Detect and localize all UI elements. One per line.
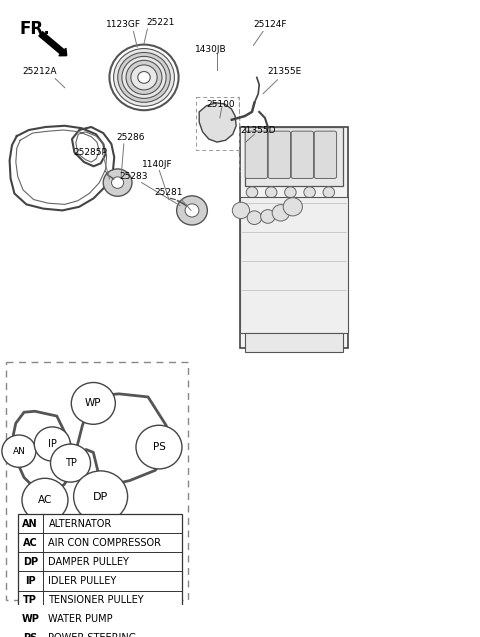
- Bar: [245, 333, 343, 352]
- Circle shape: [50, 444, 91, 482]
- Text: IP: IP: [48, 439, 57, 449]
- FancyArrow shape: [39, 32, 67, 56]
- Text: 1430JB: 1430JB: [195, 45, 227, 54]
- Bar: [240, 197, 348, 333]
- Text: 25285P: 25285P: [73, 148, 107, 157]
- Text: 25221: 25221: [146, 18, 175, 27]
- Text: WP: WP: [85, 398, 102, 408]
- Circle shape: [118, 52, 170, 103]
- Circle shape: [283, 197, 302, 216]
- Text: FR.: FR.: [19, 20, 50, 38]
- Circle shape: [285, 187, 296, 197]
- Circle shape: [126, 61, 162, 94]
- Circle shape: [304, 187, 315, 197]
- Text: AC: AC: [38, 495, 52, 505]
- Text: 25283: 25283: [119, 172, 148, 181]
- Circle shape: [136, 426, 182, 469]
- Text: 25124F: 25124F: [253, 20, 287, 29]
- Text: WP: WP: [21, 614, 39, 624]
- FancyBboxPatch shape: [268, 131, 290, 178]
- Text: 21355E: 21355E: [267, 67, 301, 76]
- Circle shape: [265, 187, 277, 197]
- Circle shape: [73, 471, 128, 522]
- Circle shape: [247, 211, 262, 224]
- Text: DP: DP: [23, 557, 38, 567]
- Circle shape: [272, 204, 289, 221]
- Text: 25100: 25100: [206, 99, 235, 108]
- Circle shape: [323, 187, 335, 197]
- Text: 25281: 25281: [155, 188, 183, 197]
- Text: AN: AN: [12, 447, 25, 455]
- Circle shape: [246, 187, 258, 197]
- Bar: [245, 127, 343, 186]
- Bar: [18, 514, 182, 637]
- Circle shape: [111, 177, 124, 189]
- Circle shape: [138, 71, 150, 83]
- Text: 21355D: 21355D: [240, 125, 276, 134]
- Circle shape: [122, 57, 166, 98]
- Text: TP: TP: [65, 458, 76, 468]
- Circle shape: [114, 48, 174, 106]
- Text: 25212A: 25212A: [22, 67, 57, 76]
- Text: POWER STEERING: POWER STEERING: [48, 633, 137, 637]
- Polygon shape: [199, 103, 236, 142]
- Text: 1123GF: 1123GF: [107, 20, 141, 29]
- FancyBboxPatch shape: [314, 131, 336, 178]
- Text: IP: IP: [25, 576, 36, 586]
- Circle shape: [72, 382, 115, 424]
- Text: TP: TP: [24, 595, 37, 605]
- Text: DAMPER PULLEY: DAMPER PULLEY: [48, 557, 129, 567]
- Text: AIR CON COMPRESSOR: AIR CON COMPRESSOR: [48, 538, 161, 548]
- Circle shape: [177, 196, 207, 225]
- Circle shape: [232, 202, 250, 218]
- Text: PS: PS: [23, 633, 37, 637]
- Text: DP: DP: [93, 492, 108, 501]
- Text: PS: PS: [153, 442, 166, 452]
- Text: TENSIONER PULLEY: TENSIONER PULLEY: [48, 595, 144, 605]
- Circle shape: [261, 210, 275, 224]
- Circle shape: [185, 204, 199, 217]
- FancyBboxPatch shape: [291, 131, 313, 178]
- Text: IDLER PULLEY: IDLER PULLEY: [48, 576, 117, 586]
- Text: 1140JF: 1140JF: [142, 160, 173, 169]
- FancyBboxPatch shape: [245, 131, 267, 178]
- Circle shape: [131, 65, 157, 90]
- Circle shape: [2, 435, 36, 468]
- Circle shape: [34, 427, 70, 461]
- Bar: [240, 127, 348, 348]
- Text: AN: AN: [23, 519, 38, 529]
- Text: AC: AC: [23, 538, 37, 548]
- Text: ALTERNATOR: ALTERNATOR: [48, 519, 112, 529]
- Text: 25286: 25286: [116, 133, 145, 142]
- Bar: [6, 362, 188, 601]
- Circle shape: [103, 169, 132, 196]
- Text: WATER PUMP: WATER PUMP: [48, 614, 113, 624]
- Circle shape: [22, 478, 68, 522]
